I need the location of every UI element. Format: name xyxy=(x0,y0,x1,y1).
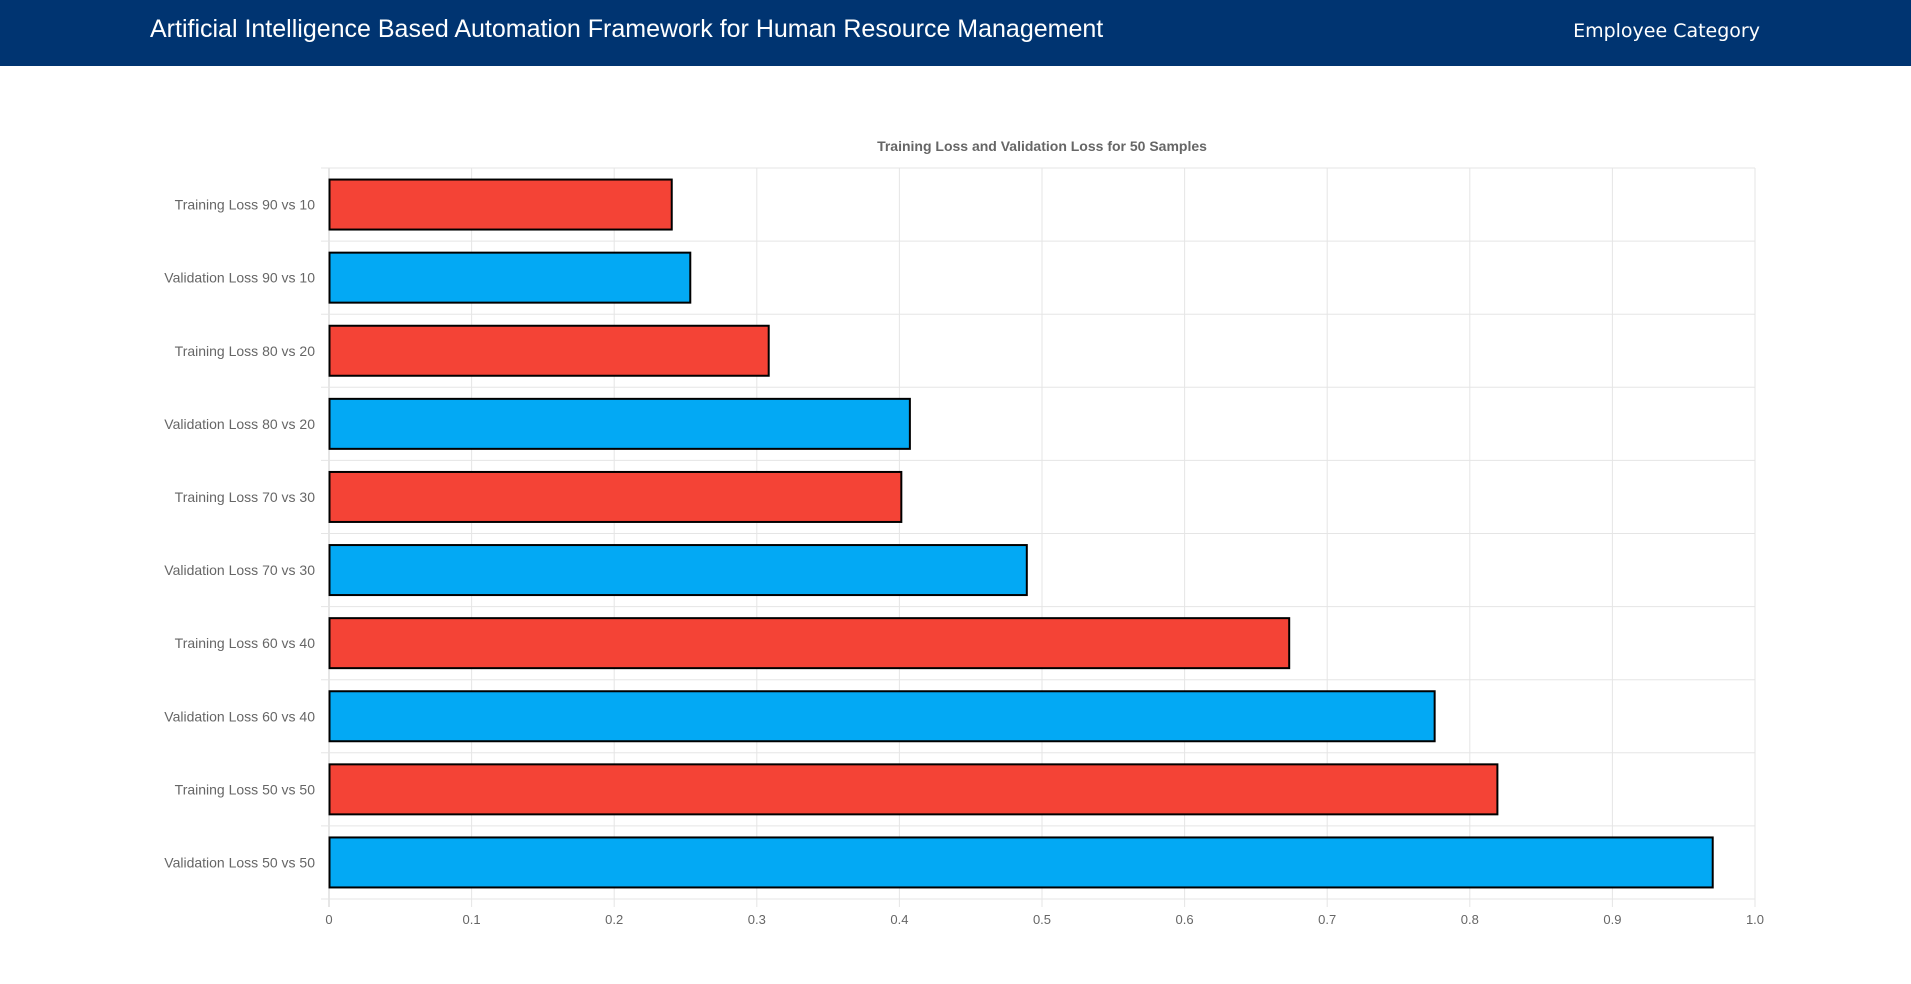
y-tick-label: Training Loss 60 vs 40 xyxy=(175,635,316,651)
x-axis-labels: 0 0.1 0.2 0.3 0.4 0.5 0.6 0.7 0.8 0.9 1.0 xyxy=(325,912,1764,927)
y-tick-label: Training Loss 70 vs 30 xyxy=(175,489,316,505)
x-tick-label: 0.7 xyxy=(1318,912,1336,927)
x-tick-label: 1.0 xyxy=(1746,912,1764,927)
bar xyxy=(328,617,1291,670)
x-tick-label: 0.1 xyxy=(463,912,481,927)
y-tick-label: Training Loss 50 vs 50 xyxy=(175,781,316,797)
x-tick-label: 0.2 xyxy=(605,912,623,927)
x-tick-label: 0.9 xyxy=(1603,912,1621,927)
bar xyxy=(328,324,770,377)
bar xyxy=(328,397,911,450)
bar xyxy=(328,178,673,231)
y-tick-label: Validation Loss 90 vs 10 xyxy=(164,270,315,286)
x-tick-label: 0.6 xyxy=(1176,912,1194,927)
bar xyxy=(328,544,1028,597)
x-tick-label: 0 xyxy=(325,912,332,927)
nav-link-employee-category[interactable]: Employee Category xyxy=(1573,20,1760,42)
bar-chart: Training Loss and Validation Loss for 50… xyxy=(164,138,1764,927)
y-axis-labels: Training Loss 90 vs 10 Validation Loss 90… xyxy=(164,197,315,871)
y-tick-label: Validation Loss 60 vs 40 xyxy=(164,708,315,724)
top-navbar: Artificial Intelligence Based Automation… xyxy=(0,0,1911,66)
x-tick-label: 0.5 xyxy=(1033,912,1051,927)
bar xyxy=(328,690,1436,743)
y-tick-label: Validation Loss 50 vs 50 xyxy=(164,854,315,870)
x-tick-label: 0.3 xyxy=(748,912,766,927)
bar xyxy=(328,836,1714,889)
chart-container: Training Loss and Validation Loss for 50… xyxy=(0,66,1911,984)
x-tick-label: 0.8 xyxy=(1461,912,1479,927)
y-tick-label: Validation Loss 80 vs 20 xyxy=(164,416,315,432)
y-tick-label: Validation Loss 70 vs 30 xyxy=(164,562,315,578)
bar xyxy=(328,251,692,304)
x-tick-label: 0.4 xyxy=(890,912,908,927)
app-title: Artificial Intelligence Based Automation… xyxy=(150,15,1104,43)
y-tick-label: Training Loss 80 vs 20 xyxy=(175,343,316,359)
chart-title: Training Loss and Validation Loss for 50… xyxy=(877,138,1207,154)
bar xyxy=(328,763,1499,816)
y-tick-label: Training Loss 90 vs 10 xyxy=(175,197,316,213)
chart-grid xyxy=(321,167,1756,907)
chart-bars xyxy=(328,178,1714,889)
bar xyxy=(328,470,903,523)
